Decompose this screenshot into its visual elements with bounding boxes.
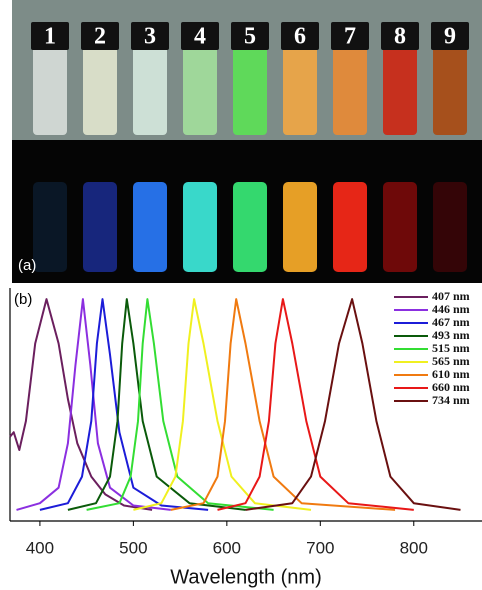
legend-label: 493 nm [432,328,470,342]
vial [433,45,467,135]
vial [183,45,217,135]
legend-label: 610 nm [432,367,470,381]
vial [283,45,317,135]
vial-cap [381,22,419,50]
spectrum-line [67,298,246,511]
vial-glow [233,182,267,272]
vial-glow [133,182,167,272]
vial-number: 3 [144,24,156,50]
vial-glow [333,182,367,272]
legend-label: 407 nm [432,289,470,303]
x-axis-title: Wavelength (nm) [170,566,322,588]
vial-cap [131,22,169,50]
legend-label: 565 nm [432,354,470,368]
vial-number: 7 [344,24,356,50]
spectrum-line [86,298,274,511]
vial [383,45,417,135]
vial-cap [231,22,269,50]
legend-label: 515 nm [432,341,470,355]
x-tick-label: 700 [306,538,334,557]
spectrum-line [9,298,153,511]
vial-cap [81,22,119,50]
vial [233,45,267,135]
x-tick-label: 800 [400,538,428,557]
vial-number: 1 [44,24,56,50]
vial-number: 8 [394,24,406,50]
legend-label: 734 nm [432,393,470,407]
vial [83,45,117,135]
legend-label: 467 nm [432,315,470,329]
vial [333,45,367,135]
vial [33,45,67,135]
vial-cap [331,22,369,50]
vial-glow [433,182,467,272]
vial-cap [181,22,219,50]
spectrum-line [217,298,414,511]
vial-glow [83,182,117,272]
x-tick-label: 600 [213,538,241,557]
x-tick-label: 500 [119,538,147,557]
vial-glow [383,182,417,272]
spectrum-line [16,298,171,511]
vial-cap [31,22,69,50]
vial-glow [183,182,217,272]
vial [133,45,167,135]
vial-glow [283,182,317,272]
spectrum-line [245,298,461,511]
spectrum-line [39,298,209,511]
spectrum-line [170,298,396,511]
legend-label: 446 nm [432,302,470,316]
vial-number: 6 [294,24,306,50]
vial-number: 5 [244,24,256,50]
vials: 1 2 3 4 5 6 7 8 9 [31,22,469,272]
vial-cap [281,22,319,50]
vial-cap [431,22,469,50]
vial-number: 9 [444,24,456,50]
vial-glow [33,182,67,272]
panel-label: (b) [14,291,32,308]
vial-number: 4 [194,24,206,50]
vial-number: 2 [94,24,106,50]
legend-label: 660 nm [432,380,470,394]
x-tick-label: 400 [26,538,54,557]
spectrum-line [133,298,312,511]
panel-label: (a) [18,257,36,274]
